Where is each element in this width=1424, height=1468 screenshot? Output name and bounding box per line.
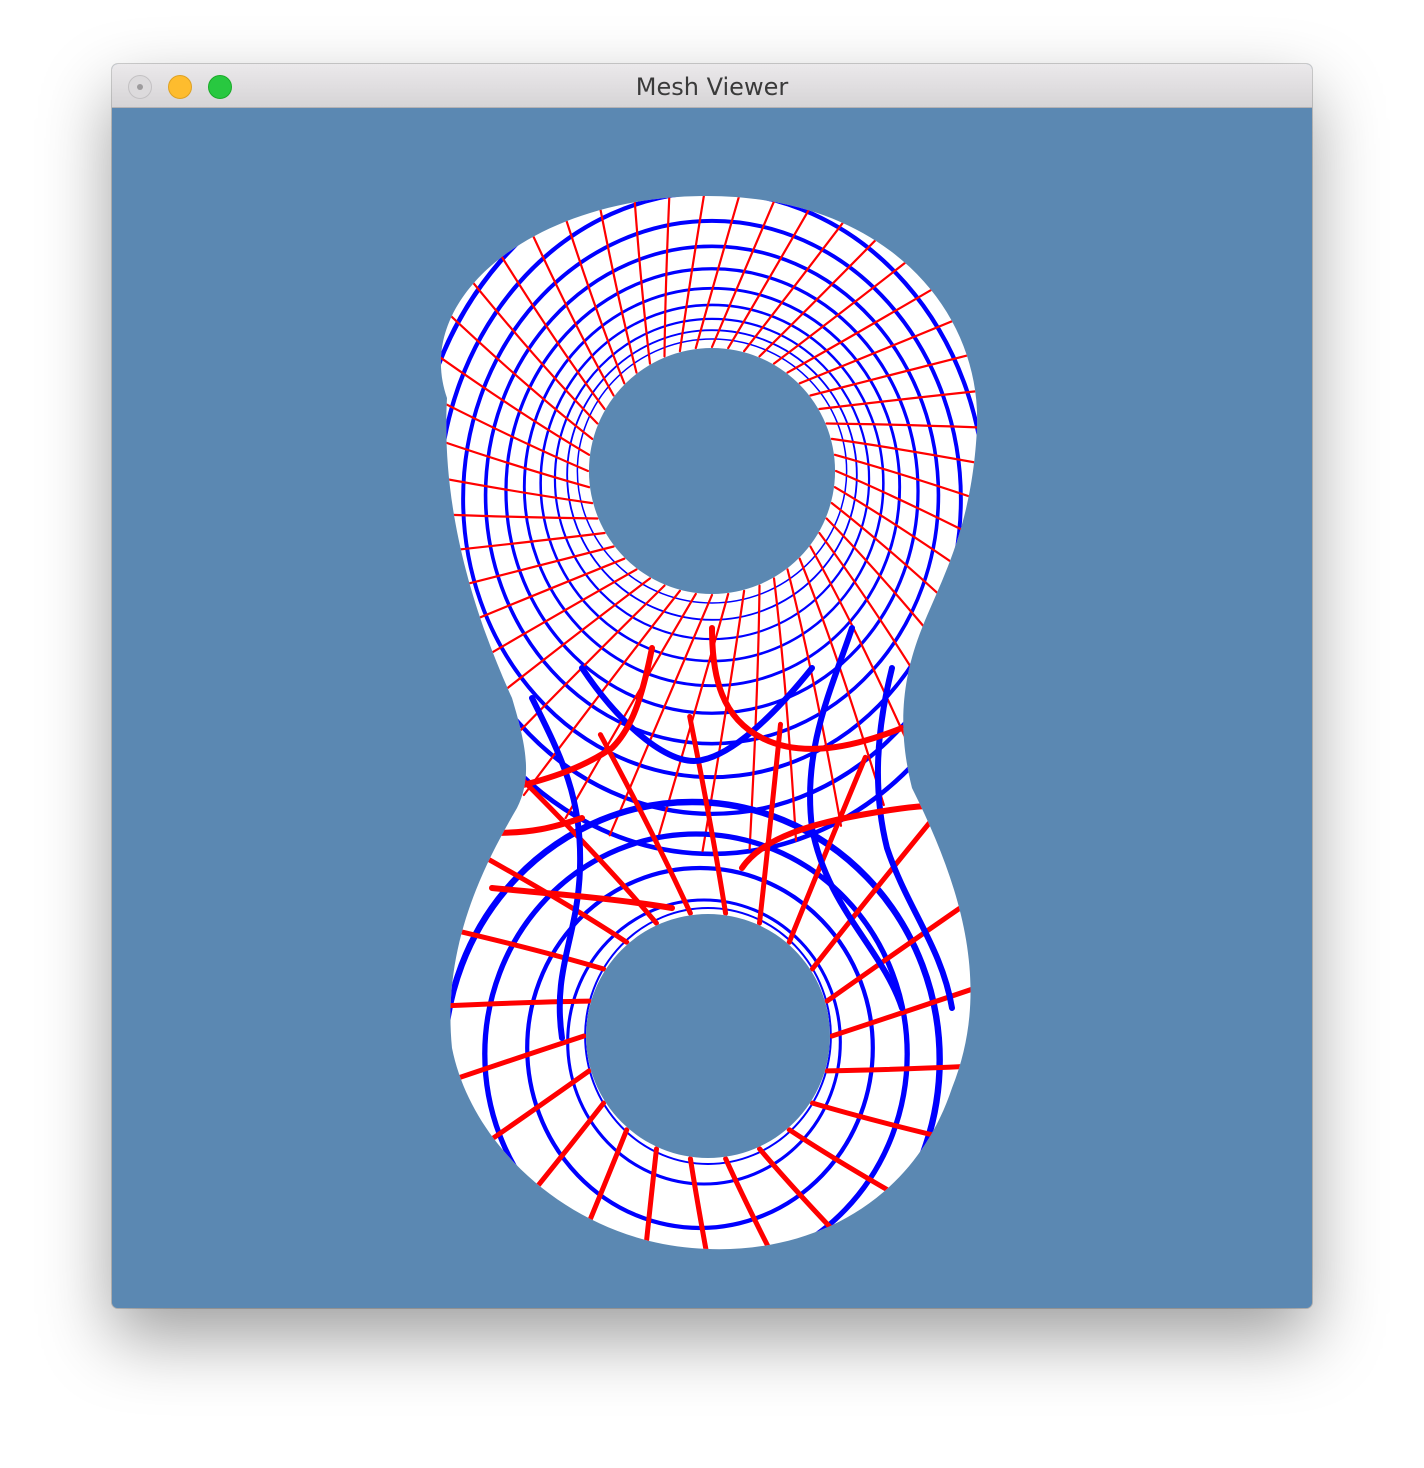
mesh-spoke-line [757, 1146, 899, 1250]
mesh-middle-red-line [709, 625, 905, 752]
mesh-spoke-line [830, 502, 978, 671]
mesh-spoke-line [786, 754, 868, 945]
minimize-button[interactable] [168, 75, 192, 99]
mesh-spoke-line [522, 589, 681, 797]
mesh-spoke-line [809, 1100, 978, 1155]
mesh-middle-blue-line [579, 665, 815, 764]
mesh-spoke-line [440, 271, 594, 440]
mesh-spoke-line [440, 531, 606, 561]
mesh-spoke-line [723, 1156, 819, 1250]
mesh-middle-lines [489, 625, 975, 1041]
mesh-ring-line [504, 267, 920, 715]
mesh-spoke-line [440, 917, 607, 972]
mesh-spoke-line [564, 592, 697, 820]
mesh-spoke-line [743, 195, 902, 353]
mesh-spoke-line [694, 195, 770, 350]
mesh-ring-line [482, 831, 910, 1250]
mesh-ring-line [576, 338, 848, 604]
mesh-ring-line [440, 195, 978, 817]
mesh-spoke-line [687, 714, 729, 916]
mesh-spoke-line [678, 195, 723, 353]
mesh-spoke-line [539, 195, 626, 385]
mesh-render [440, 195, 978, 1250]
title-bar[interactable]: Mesh Viewer [112, 64, 1312, 108]
mesh-spoke-line [440, 509, 599, 520]
mesh-spoke-line [597, 732, 693, 916]
mesh-rings-top [440, 195, 978, 857]
mesh-spoke-line [440, 557, 626, 654]
mesh-spoke-line [608, 593, 714, 837]
mesh-spoke-line [830, 437, 978, 483]
mesh-spoke-line [834, 469, 978, 580]
mesh-spoke-line [440, 410, 591, 489]
mesh-spoke-line [829, 969, 978, 1039]
mesh-spoke-line [772, 577, 798, 842]
mesh-spoke-line [818, 381, 978, 411]
mesh-spoke-line [633, 1146, 659, 1250]
mesh-spoke-line [663, 195, 676, 358]
mesh-spoke-line [833, 453, 978, 532]
mesh-spoke-line [825, 422, 978, 433]
mesh-spoke-line [440, 998, 592, 1012]
window-title: Mesh Viewer [635, 73, 789, 101]
mesh-spoke-line [440, 315, 591, 456]
mesh-ring-line [566, 898, 842, 1186]
mesh-spoke-line [757, 721, 783, 926]
mesh-spokes-bottom [440, 714, 978, 1250]
mesh-middle-red-line [489, 885, 675, 911]
mesh-spoke-line [710, 195, 816, 349]
mesh-spoke-line [833, 486, 978, 627]
mesh-ring-line [566, 329, 858, 621]
mesh-spoke-line [809, 333, 978, 397]
mesh-spoke-line [798, 288, 978, 385]
mesh-spoke-line [440, 1033, 587, 1103]
mesh-viewer-window: Mesh Viewer [112, 64, 1312, 1308]
mesh-middle-blue-line [529, 695, 584, 1041]
mesh-spoke-line [809, 810, 940, 972]
close-button[interactable] [128, 75, 152, 99]
mesh-spoke-line [654, 592, 730, 848]
mesh-ring-line [461, 218, 963, 780]
render-viewport[interactable] [112, 108, 1312, 1308]
mesh-spoke-line [548, 1127, 630, 1250]
mesh-middle-blue-line [874, 665, 955, 1011]
mesh-surface [440, 195, 978, 1250]
mesh-spoke-line [727, 195, 860, 350]
mesh-ring-line [483, 244, 941, 746]
mesh-middle-red-line [489, 815, 585, 836]
mesh-ring-line [440, 195, 978, 857]
mesh-spoke-line [581, 195, 638, 374]
mesh-spoke-line [440, 459, 594, 505]
mesh-middle-red-line [509, 645, 655, 791]
mesh-spoke-line [786, 568, 843, 827]
mesh-spoke-line [517, 774, 659, 926]
zoom-button[interactable] [208, 75, 232, 99]
mesh-spoke-line [824, 1060, 978, 1074]
mesh-spoke-line [440, 362, 590, 473]
mesh-spoke-line [440, 545, 615, 609]
mesh-spoke-line [626, 195, 652, 365]
